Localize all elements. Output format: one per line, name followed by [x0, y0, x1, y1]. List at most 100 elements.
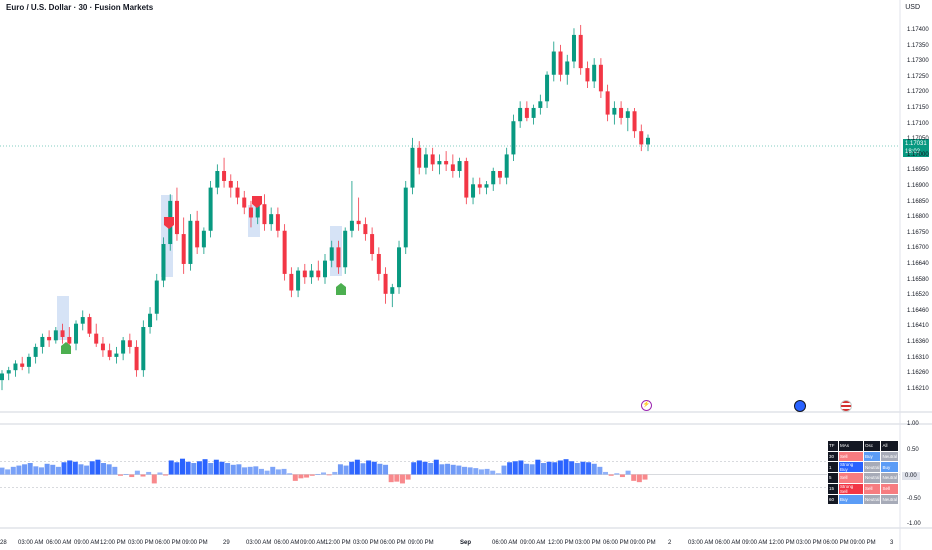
- table-row: 30 Sell Buy Neutral: [827, 450, 899, 462]
- oscillator-bar: [495, 473, 501, 475]
- candle-body: [363, 224, 368, 235]
- candle-body: [181, 234, 186, 264]
- oscillator-bar: [343, 465, 349, 475]
- candle-body: [558, 51, 563, 75]
- candle-body: [269, 214, 274, 225]
- candle-body: [208, 187, 213, 231]
- candle-body: [282, 230, 287, 274]
- candle-body: [376, 253, 381, 274]
- oscillator-bar: [540, 463, 546, 475]
- oscillator-bar: [603, 471, 609, 475]
- oscillator-bar: [580, 461, 586, 475]
- price-axis-label: 1.16520: [907, 292, 929, 299]
- osc-cell: Neutral: [862, 461, 882, 473]
- oscillator-bar: [619, 474, 625, 478]
- currency-label[interactable]: USD: [905, 4, 920, 11]
- candle-body: [444, 161, 449, 165]
- tf-cell: 5: [827, 472, 839, 484]
- oscillator-bar: [50, 464, 56, 475]
- oscillator-bar: [321, 472, 326, 475]
- candle-body: [511, 121, 516, 155]
- all-cell: Buy: [880, 461, 899, 473]
- time-axis-label: 09:00 AM: [520, 540, 546, 546]
- time-axis-label: 09:00 PM: [850, 540, 876, 546]
- candle-body: [47, 336, 52, 341]
- candle-body: [74, 323, 79, 344]
- candle-body: [141, 327, 146, 371]
- time-axis-label: 28: [0, 540, 7, 546]
- table-row: 60 Buy Neutral Neutral: [827, 493, 899, 505]
- oscillator-axis-label: 1.00: [907, 421, 919, 427]
- candle-body: [329, 247, 334, 261]
- bar-countdown: 18:02: [905, 149, 921, 155]
- oscillator-bar: [473, 468, 479, 475]
- time-axis-label: 09:00 AM: [74, 540, 100, 546]
- oscillator-bar: [591, 463, 597, 475]
- candle-body: [417, 147, 422, 168]
- oscillator-bar: [383, 464, 389, 475]
- current-price-value: 1.17031: [905, 141, 927, 147]
- tf-cell: 60: [827, 493, 839, 505]
- oscillator-bar: [332, 471, 338, 475]
- time-axis-label: 03:00 PM: [796, 540, 822, 546]
- oscillator-axis-label: -0.50: [907, 496, 921, 502]
- candle-body: [403, 187, 408, 248]
- us-flag-icon[interactable]: [840, 400, 852, 412]
- candle-body: [289, 273, 294, 291]
- table-row: 1 Strong Buy Neutral Buy: [827, 461, 899, 473]
- candle-body: [13, 363, 18, 371]
- mas-cell: Strong Buy: [838, 461, 864, 473]
- price-axis-label: 1.16210: [907, 385, 929, 392]
- oscillator-bar: [117, 474, 123, 476]
- oscillator-bar: [337, 464, 343, 475]
- candle-body: [275, 214, 280, 231]
- oscillator-bar: [309, 474, 315, 476]
- oscillator-bar: [371, 461, 377, 475]
- oscillator-bar: [287, 473, 293, 475]
- economic-event-icon[interactable]: [794, 400, 806, 412]
- oscillator-bar: [202, 459, 208, 475]
- time-axis-label: 12:00 PM: [548, 540, 574, 546]
- candle-body: [471, 184, 476, 198]
- oscillator-bar: [518, 460, 524, 475]
- candle-body: [100, 343, 105, 351]
- oscillator-bar: [174, 462, 180, 475]
- oscillator-bar: [512, 461, 518, 475]
- price-axis-label: 1.16900: [907, 183, 929, 189]
- oscillator-bar: [84, 465, 90, 475]
- table-header-tf: TF: [827, 440, 839, 452]
- mas-cell: Buy: [838, 493, 864, 505]
- oscillator-axis-label: 0.50: [907, 447, 919, 453]
- oscillator-bar: [230, 464, 236, 475]
- candle-body: [255, 204, 260, 218]
- oscillator-bar: [422, 461, 428, 475]
- candle-body: [336, 247, 341, 268]
- time-axis-label: 12:00 PM: [769, 540, 795, 546]
- candle-body: [60, 330, 65, 337]
- oscillator-bar: [354, 459, 360, 475]
- candle-body: [107, 350, 112, 357]
- candle-body: [316, 270, 321, 278]
- oscillator-bar: [61, 462, 67, 475]
- candle-body: [343, 230, 348, 268]
- oscillator-bar: [129, 474, 135, 478]
- time-axis-label: Sep: [460, 540, 472, 546]
- oscillator-bar: [394, 474, 400, 482]
- time-axis-label: 09:00 PM: [408, 540, 434, 546]
- candle-body: [242, 197, 247, 208]
- candle-body: [639, 131, 644, 145]
- oscillator-bar: [529, 464, 535, 475]
- oscillator-bar: [636, 474, 642, 483]
- candle-body: [215, 171, 220, 188]
- price-axis-label: 1.16750: [907, 229, 929, 236]
- candle-body: [437, 161, 442, 165]
- candle-body: [87, 317, 92, 334]
- oscillator-bar: [298, 474, 304, 479]
- chart-title: Euro / U.S. Dollar · 30 · Fusion Markets: [6, 3, 154, 12]
- oscillator-bar: [101, 463, 107, 475]
- candle-body: [174, 200, 179, 235]
- lightning-event-icon[interactable]: ⚡: [641, 400, 652, 411]
- time-axis-label: 06:00 PM: [155, 540, 181, 546]
